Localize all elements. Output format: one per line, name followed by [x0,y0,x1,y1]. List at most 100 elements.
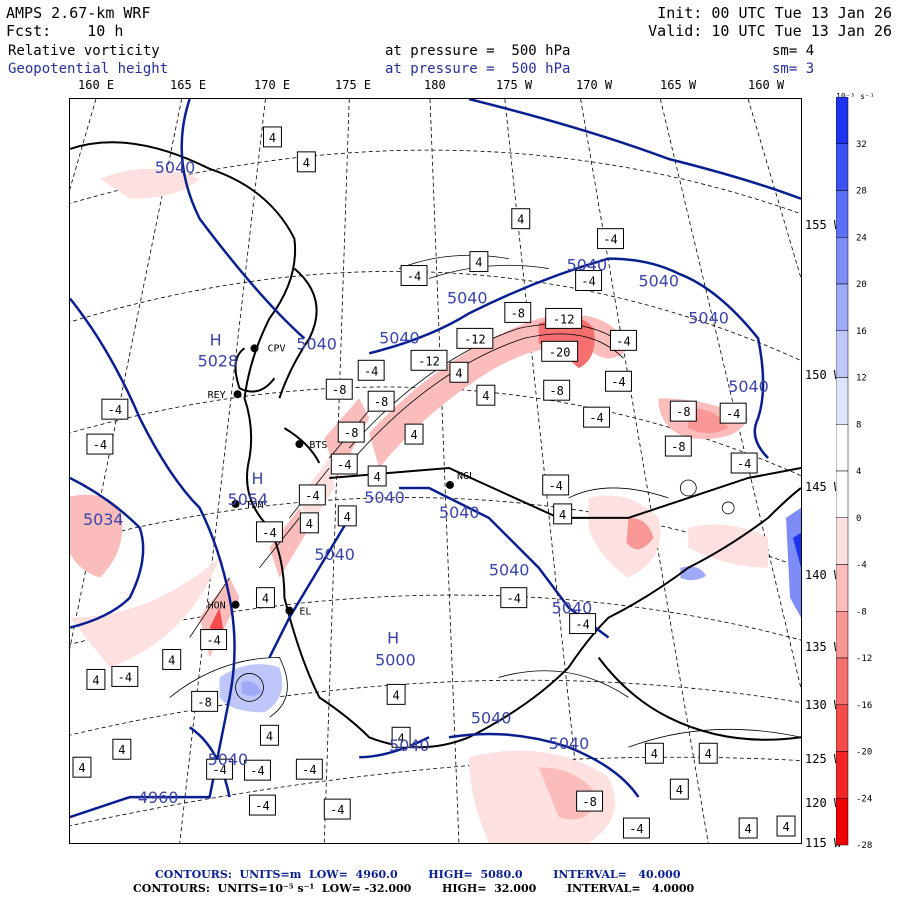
colorbar-segment [836,143,849,191]
svg-text:5040: 5040 [489,561,530,580]
svg-text:-20: -20 [549,345,571,359]
svg-text:4: 4 [266,729,273,743]
svg-text:-4: -4 [337,458,351,472]
lon-label: 160 W [748,78,785,92]
svg-text:4: 4 [306,517,313,531]
lon-label: 165 E [170,78,207,92]
svg-text:-4: -4 [93,438,107,452]
colorbar-tick-label: 8 [856,420,861,430]
svg-text:-4: -4 [118,670,132,684]
colorbar-tick-label: -12 [856,654,872,664]
height-labels: 5040 5040 5040 5040 5040 5040 5040 5040 … [83,158,769,807]
svg-text:5034: 5034 [83,510,124,529]
svg-text:5028: 5028 [198,351,239,370]
colorbar-segment [836,190,849,238]
vorticity-positive-shading [219,507,801,713]
colorbar-tick-label: 0 [856,514,861,524]
colorbar-tick-label: 4 [856,467,861,477]
svg-text:-4: -4 [616,334,630,348]
station-bts: BTS [295,440,327,451]
svg-text:4: 4 [262,592,269,606]
colorbar-units: 10⁻⁵ s⁻¹ [836,92,875,101]
colorbar-segment [836,751,849,799]
svg-text:CPV: CPV [267,343,285,354]
lat-label: 120 W [805,796,842,810]
svg-text:5040: 5040 [296,334,337,353]
init-time: Init: 00 UTC Tue 13 Jan 26 [657,4,892,22]
footer-vorticity-contours: CONTOURS: UNITS=10⁻⁵ s⁻¹ LOW= -32.000 HI… [133,882,695,895]
field1-name: Relative vorticity [8,43,160,59]
svg-text:4: 4 [782,820,789,834]
colorbar-segment [836,424,849,472]
colorbar-tick-label: -16 [856,701,872,711]
svg-text:4: 4 [92,673,99,687]
colorbar-tick-label: -24 [856,794,872,804]
colorbar-segment [836,470,849,518]
svg-text:HON: HON [208,601,226,612]
svg-text:4: 4 [482,389,489,403]
svg-text:-12: -12 [418,354,440,368]
svg-text:4: 4 [455,366,462,380]
svg-text:-4: -4 [737,457,751,471]
height-contours [70,99,801,819]
svg-text:-4: -4 [407,270,421,284]
svg-text:4: 4 [393,688,400,702]
coastline [70,141,801,749]
station-cpv: CPV [250,343,285,354]
svg-text:-4: -4 [206,634,220,648]
valid-time: Valid: 10 UTC Tue 13 Jan 26 [648,22,892,40]
footer-height-contours: CONTOURS: UNITS=m LOW= 4960.0 HIGH= 5080… [155,868,681,881]
colorbar-segment [836,330,849,378]
svg-text:5040: 5040 [379,328,420,347]
svg-text:-4: -4 [305,489,319,503]
station-tom: TOM [231,500,264,511]
lat-label: 155 W [805,218,842,232]
lat-label: 145 W [805,480,842,494]
svg-text:-12: -12 [553,312,575,326]
svg-text:4: 4 [410,428,417,442]
svg-text:H: H [387,629,399,648]
svg-text:5040: 5040 [208,750,249,769]
station-rey: REY [208,390,242,401]
lon-label: 180 [424,78,446,92]
model-title: AMPS 2.67-km WRF [6,4,151,22]
svg-text:-8: -8 [671,440,685,454]
svg-text:-4: -4 [611,375,625,389]
svg-text:-4: -4 [603,233,617,247]
svg-text:H: H [252,469,264,488]
svg-text:4: 4 [344,510,351,524]
vorticity-box-labels: 4 4 4 -4 4 -4 -4 -8 -12 -12 -4 -20 -12 -… [72,126,796,839]
svg-text:4960: 4960 [138,788,179,807]
colorbar-tick-label: -28 [856,841,872,849]
colorbar-segment [836,611,849,659]
svg-text:4: 4 [168,653,175,667]
svg-text:5040: 5040 [314,545,355,564]
lon-label: 165 W [660,78,697,92]
svg-text:4: 4 [269,131,276,145]
svg-text:4: 4 [517,213,524,227]
svg-text:5040: 5040 [471,708,512,727]
svg-text:4: 4 [303,156,310,170]
forecast-hour: Fcst: 10 h [6,22,124,40]
svg-text:4: 4 [559,508,566,522]
colorbar-segment [836,564,849,612]
lat-label: 150 W [805,368,842,382]
colorbar-segment [836,377,849,425]
colorbar-tick-label: -4 [856,561,867,571]
lon-label: 170 E [254,78,291,92]
svg-text:5000: 5000 [375,650,416,669]
svg-text:-4: -4 [589,411,603,425]
svg-text:NGL: NGL [457,471,475,482]
svg-text:-8: -8 [582,795,596,809]
svg-text:H: H [210,330,222,349]
colorbar-tick-label: 32 [856,140,867,150]
svg-text:-4: -4 [262,526,276,540]
field2-level: at pressure = 500 hPa [385,61,571,77]
svg-text:-8: -8 [197,695,211,709]
field2-smoothing: sm= 3 [772,61,815,77]
lat-label: 115 W [805,836,842,850]
svg-text:5040: 5040 [552,599,593,618]
svg-text:5040: 5040 [155,158,196,177]
station-markers: CPV REY BTS TOM NGL EL HON [208,343,475,617]
svg-text:4: 4 [475,256,482,270]
